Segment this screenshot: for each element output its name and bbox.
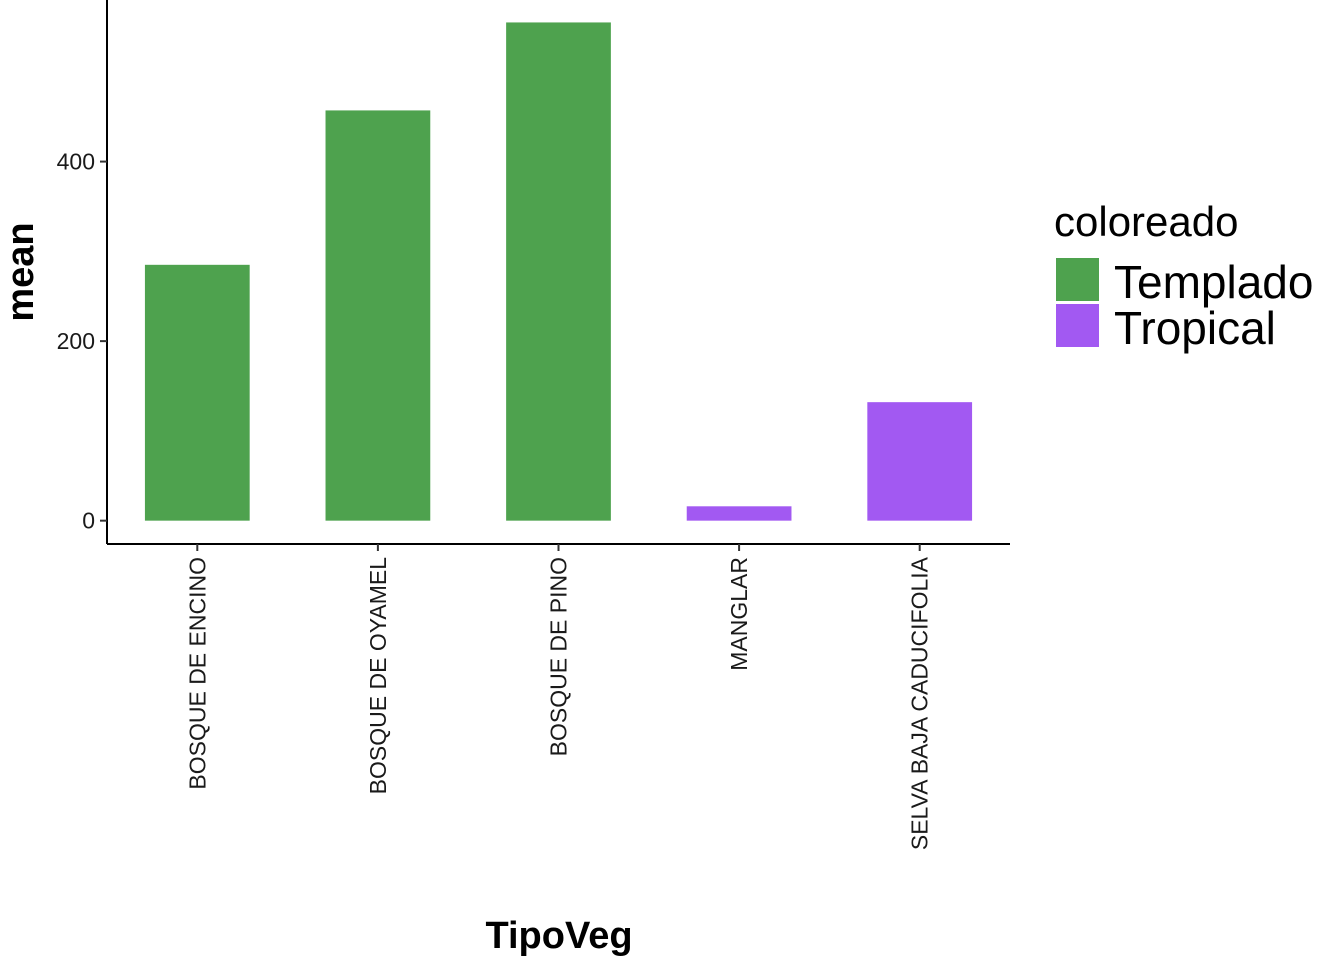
y-tick-label-0: 0 (82, 508, 95, 534)
bar-bosque-de-pino (506, 22, 611, 521)
legend-title: coloreado (1054, 198, 1238, 245)
x-tick-label-manglar: MANGLAR (726, 557, 752, 671)
x-axis-title: TipoVeg (485, 915, 632, 957)
bar-manglar (686, 506, 792, 521)
x-tick-label-bosque-de-oyamel: BOSQUE DE OYAMEL (365, 557, 391, 795)
y-ticks-group: 0 200 400 (57, 149, 107, 534)
legend-label-templado: Templado (1114, 256, 1313, 308)
x-tick-label-bosque-de-encino: BOSQUE DE ENCINO (184, 557, 210, 790)
bar-bosque-de-encino (144, 264, 250, 521)
legend-label-tropical: Tropical (1114, 302, 1276, 354)
bar-selva-baja-caducifolia (867, 402, 973, 521)
y-axis-title: mean (0, 222, 42, 321)
legend-swatch-tropical (1056, 304, 1099, 347)
legend-swatch-templado (1056, 258, 1099, 301)
y-tick-label-200: 200 (57, 328, 95, 354)
bars-group (144, 22, 973, 521)
bar-bosque-de-oyamel (325, 110, 431, 521)
legend: coloreado Templado Tropical (1054, 198, 1313, 354)
x-ticks-group: BOSQUE DE ENCINO BOSQUE DE OYAMEL BOSQUE D… (184, 544, 933, 850)
x-tick-label-selva-baja-caducifolia: SELVA BAJA CADUCIFOLIA (907, 556, 933, 850)
y-tick-label-400: 400 (57, 149, 95, 175)
x-tick-label-bosque-de-pino: BOSQUE DE PINO (546, 557, 572, 756)
